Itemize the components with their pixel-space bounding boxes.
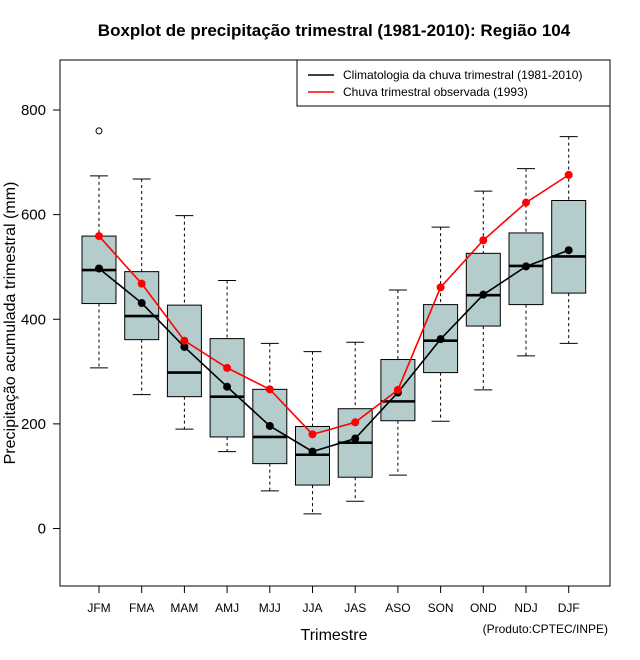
x-tick-label-son: SON xyxy=(428,601,454,615)
series-climatology xyxy=(95,246,573,456)
x-tick-label-amj: AMJ xyxy=(215,601,239,615)
series-point-ond xyxy=(479,290,488,299)
y-tick-label: 400 xyxy=(21,311,46,328)
x-tick-label-jja: JJA xyxy=(302,601,322,615)
series-point-djf xyxy=(564,170,573,179)
series-point-mam xyxy=(180,342,189,351)
y-tick-label: 800 xyxy=(21,102,46,119)
chart-title: Boxplot de precipitação trimestral (1981… xyxy=(98,21,571,40)
box-ond xyxy=(465,190,501,391)
x-tick-label-aso: ASO xyxy=(385,601,410,615)
x-tick-label-jas: JAS xyxy=(344,601,366,615)
x-tick-label-mjj: MJJ xyxy=(259,601,281,615)
series-group xyxy=(95,170,573,456)
x-tick-label-ond: OND xyxy=(470,601,497,615)
series-point-amj xyxy=(223,363,232,372)
box-iqr xyxy=(465,252,501,327)
y-tick-label: 200 xyxy=(21,416,46,433)
y-axis-label: Precipitação acumulada trimestral (mm) xyxy=(2,182,19,465)
series-point-jfm xyxy=(95,264,103,273)
series-point-mam xyxy=(180,336,189,345)
series-point-jfm xyxy=(95,232,103,241)
series-line xyxy=(98,174,570,436)
legend-label-climatology: Climatologia da chuva trimestral (1981-2… xyxy=(343,68,582,82)
series-point-amj xyxy=(223,382,232,391)
legend-label-observed: Chuva trimestral observada (1993) xyxy=(343,85,528,99)
x-tick-label-djf: DJF xyxy=(558,601,580,615)
box-mjj xyxy=(252,342,288,492)
series-point-fma xyxy=(137,299,146,308)
series-point-ndj xyxy=(522,198,530,207)
series-point-ond xyxy=(479,236,488,245)
y-tick-label: 600 xyxy=(21,207,46,224)
series-point-ndj xyxy=(522,262,530,271)
series-observed xyxy=(95,170,573,439)
box-son xyxy=(423,226,459,422)
x-tick-label-ndj: NDJ xyxy=(514,601,537,615)
boxes-group xyxy=(81,127,587,515)
series-point-aso xyxy=(393,385,402,394)
series-point-son xyxy=(436,335,445,344)
series-point-jas xyxy=(351,418,360,427)
x-tick-label-fma: FMA xyxy=(129,601,154,615)
series-point-mjj xyxy=(265,385,274,394)
series-point-djf xyxy=(564,246,573,255)
box-jas xyxy=(337,341,373,502)
y-axis: 0 200 400 600 800 xyxy=(21,102,61,538)
box-djf xyxy=(551,136,587,344)
series-line xyxy=(98,249,569,453)
box-mam xyxy=(166,215,202,430)
x-axis-label: Trimestre xyxy=(301,627,368,644)
series-point-fma xyxy=(137,279,146,288)
outlier-point xyxy=(95,127,103,135)
y-tick-label: 0 xyxy=(38,521,46,538)
series-point-jja xyxy=(308,430,317,439)
legend: Climatologia da chuva trimestral (1981-2… xyxy=(296,59,611,107)
box-aso xyxy=(380,289,416,476)
box-jfm xyxy=(81,127,117,369)
credit-label: (Produto:CPTEC/INPE) xyxy=(483,622,608,636)
series-point-jas xyxy=(351,434,360,443)
series-point-mjj xyxy=(265,421,274,430)
legend-box xyxy=(296,59,611,107)
series-point-son xyxy=(436,283,445,292)
series-point-jja xyxy=(308,447,317,456)
x-tick-label-jfm: JFM xyxy=(87,601,110,615)
x-axis: JFM FMA MAM AMJ MJJ JJA JAS ASO SON OND NDJ DJF xyxy=(87,586,580,615)
x-tick-label-mam: MAM xyxy=(170,601,198,615)
